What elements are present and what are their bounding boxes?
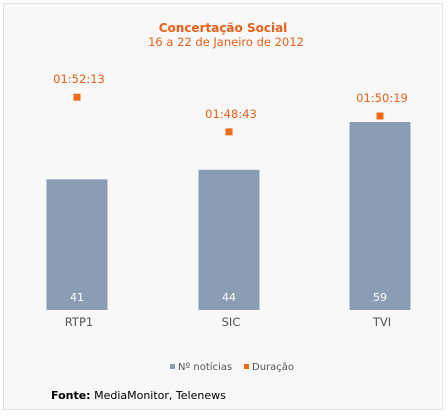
legend-swatch-news-count <box>170 364 175 369</box>
bar-value-label: 41 <box>70 291 84 304</box>
legend-label-duration: Duração <box>252 362 294 373</box>
duration-label: 01:50:19 <box>356 91 408 105</box>
bar-rtp1 <box>46 179 108 310</box>
legend-swatch-duration <box>244 364 249 369</box>
source-label: Fonte: <box>51 389 91 402</box>
bar-value-label: 44 <box>222 291 236 304</box>
category-label-tvi: TVI <box>372 315 391 329</box>
duration-label: 01:52:13 <box>53 72 105 86</box>
source-line: Fonte: MediaMonitor, Telenews <box>51 389 226 402</box>
duration-label: 01:48:43 <box>205 107 257 121</box>
chart-legend: Nº notícias Duração <box>170 361 294 373</box>
category-label-rtp1: RTP1 <box>65 315 93 329</box>
plot-area: 41 01:52:13 RTP1 44 01:48:43 SIC 59 01:50:19 TVI <box>46 72 411 329</box>
chart-title: Concertação Social <box>159 21 288 35</box>
chart-subtitle: 16 a 22 de Janeiro de 2012 <box>148 35 304 49</box>
bar-tvi <box>349 122 411 310</box>
bar-sic <box>198 169 260 310</box>
chart-frame: Concertação Social 16 a 22 de Janeiro de… <box>3 3 443 410</box>
legend-label-news-count: Nº notícias <box>178 361 232 373</box>
duration-point-tvi <box>376 112 384 120</box>
bar-value-label: 59 <box>373 291 387 304</box>
duration-point-sic <box>225 128 233 136</box>
source-text: MediaMonitor, Telenews <box>94 389 226 402</box>
duration-point-rtp1 <box>73 93 81 101</box>
chart-svg: Concertação Social 16 a 22 de Janeiro de… <box>46 21 411 373</box>
category-label-sic: SIC <box>222 315 241 329</box>
